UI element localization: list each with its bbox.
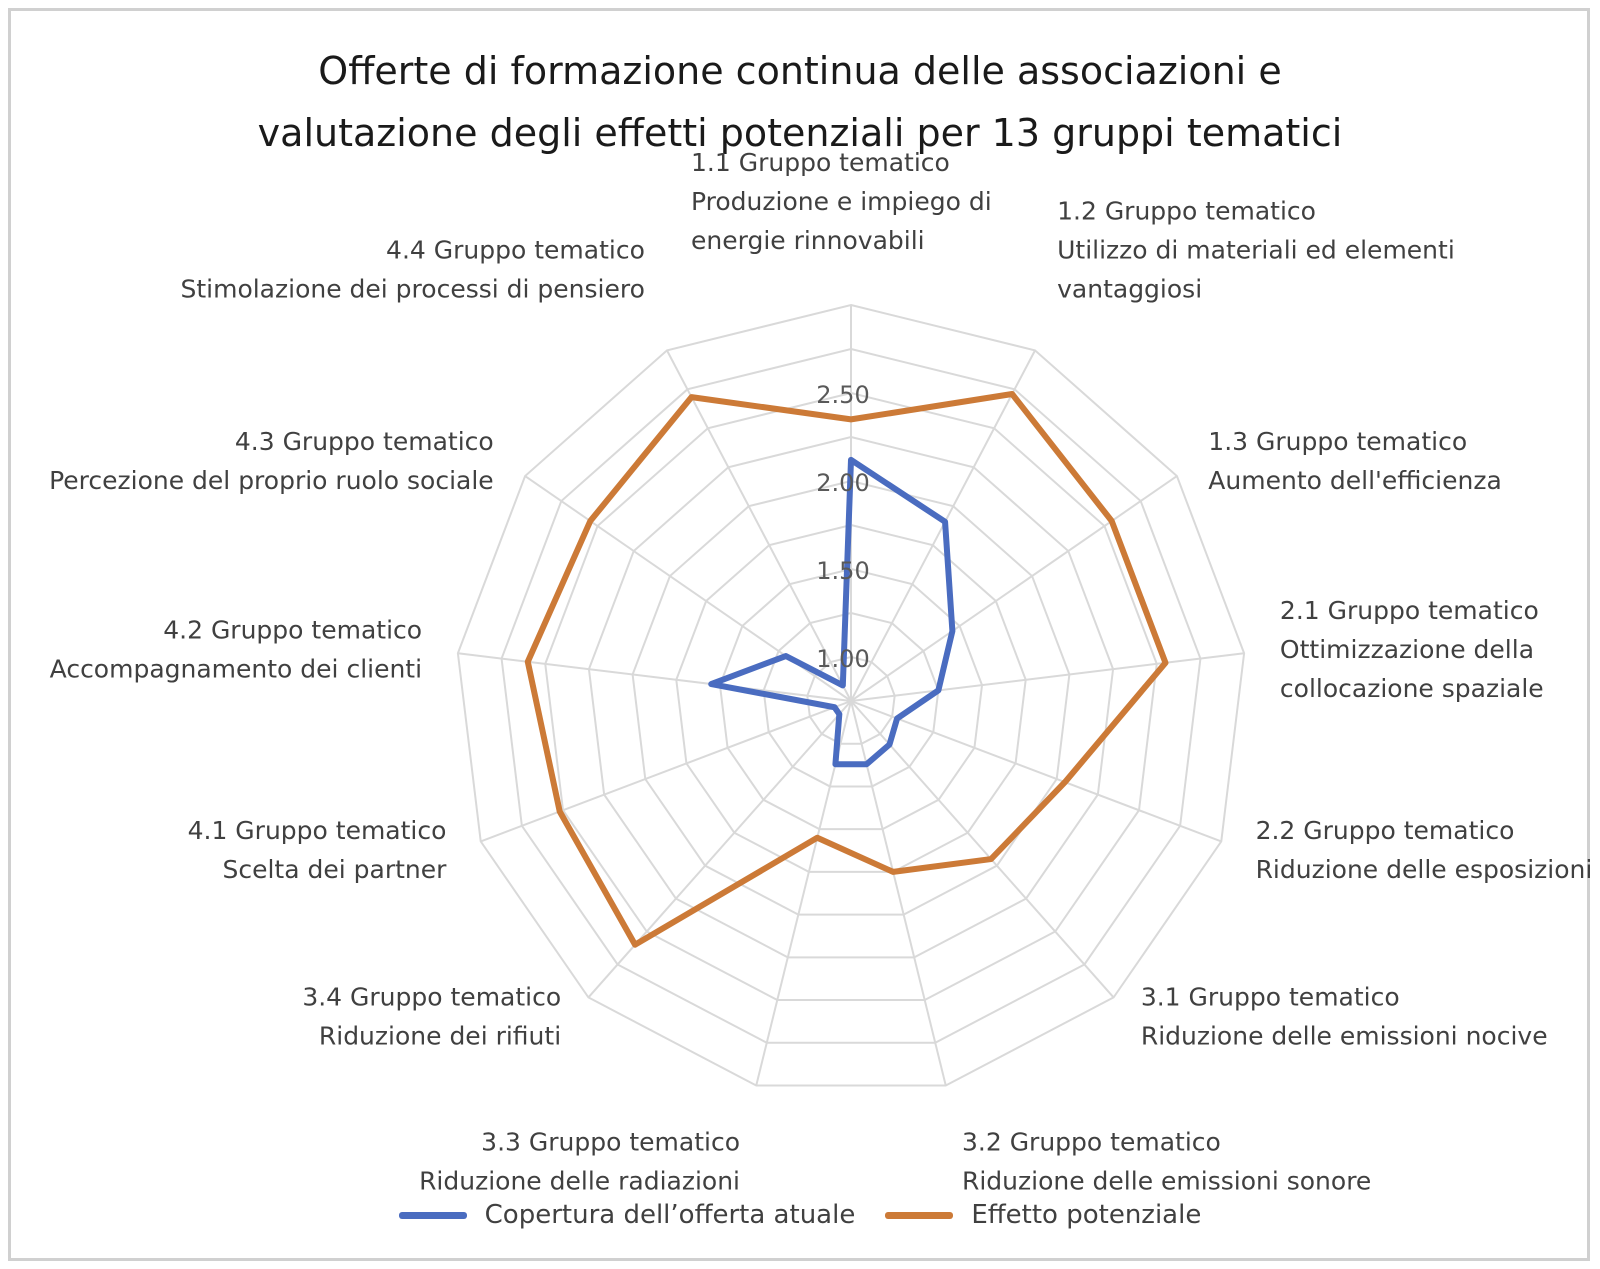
legend-swatch-coverage <box>398 1211 467 1219</box>
grid-ring-2 <box>718 567 984 831</box>
legend: Copertura dell’offerta atuale Effetto po… <box>0 1200 1600 1230</box>
category-label-line: 2.1 Gruppo tematico <box>1280 596 1539 625</box>
chart-frame <box>8 8 1590 1261</box>
category-label-line: Stimolazione dei processi di pensiero <box>180 274 644 303</box>
category-label-1: 1.2 Gruppo tematico Utilizzo di materiali… <box>1057 196 1455 303</box>
category-label-line: 2.2 Gruppo tematico <box>1256 816 1515 845</box>
category-label-line: Riduzione delle radiazioni <box>419 1167 740 1196</box>
spoke-4 <box>850 700 1222 843</box>
tick-label-0: 1.00 <box>816 645 869 673</box>
category-label-0: 1.1 Gruppo tematico Produzione e impiego … <box>691 148 992 255</box>
category-label-2: 1.3 Gruppo tematico Aumento dell'efficien… <box>1208 427 1502 495</box>
legend-item-potential[interactable]: Effetto potenziale <box>885 1200 1201 1230</box>
category-label-line: Aumento dell'efficienza <box>1208 466 1502 495</box>
chart-title-line-2: valutazione degli effetti potenziali per… <box>257 111 1343 155</box>
category-label-line: Utilizzo di materiali ed elementi <box>1057 235 1455 264</box>
category-label-line: Produzione e impiego di <box>691 187 992 216</box>
category-label-line: Percezione del proprio ruolo sociale <box>49 466 494 495</box>
category-label-line: 4.1 Gruppo tematico <box>188 816 447 845</box>
tick-label-1: 1.50 <box>816 557 869 585</box>
category-label-11: 4.3 Gruppo tematico Percezione del propri… <box>49 427 494 495</box>
category-label-line: 4.3 Gruppo tematico <box>235 427 494 456</box>
category-label-line: Riduzione dei rifiuti <box>319 1021 561 1050</box>
spoke-12 <box>666 349 852 702</box>
category-label-line: energie rinnovabili <box>691 226 925 255</box>
category-label-line: 4.2 Gruppo tematico <box>163 616 422 645</box>
category-label-line: collocazione spaziale <box>1280 674 1544 703</box>
category-label-5: 3.1 Gruppo tematico Riduzione delle emiss… <box>1141 982 1548 1050</box>
series-line-potential <box>524 390 1169 948</box>
category-label-line: 1.3 Gruppo tematico <box>1208 427 1467 456</box>
grid-ring-0 <box>806 655 896 745</box>
category-label-line: 1.1 Gruppo tematico <box>691 148 950 177</box>
tick-label-3: 2.50 <box>816 381 869 409</box>
legend-item-coverage[interactable]: Copertura dell’offerta atuale <box>398 1200 856 1230</box>
category-label-line: Riduzione delle esposizioni <box>1256 855 1593 884</box>
category-label-10: 4.2 Gruppo tematico Accompagnamento dei c… <box>50 616 422 684</box>
spoke-5 <box>850 700 1115 999</box>
category-label-9: 4.1 Gruppo tematico Scelta dei partner <box>188 816 448 884</box>
spoke-9 <box>480 700 852 843</box>
grid-ring-7 <box>500 347 1202 1044</box>
spoke-10 <box>457 652 852 702</box>
grid-ring-5 <box>587 435 1115 959</box>
spoke-3 <box>850 652 1245 702</box>
category-label-6: 3.2 Gruppo tematico Riduzione delle emiss… <box>962 1128 1371 1196</box>
legend-swatch-potential <box>885 1211 954 1219</box>
spoke-6 <box>850 700 947 1086</box>
legend-label-potential: Effetto potenziale <box>971 1200 1202 1230</box>
category-label-line: vantaggiosi <box>1057 274 1202 303</box>
category-label-line: Ottimizzazione della <box>1280 635 1534 664</box>
grid-ring-4 <box>631 479 1071 916</box>
category-label-line: Riduzione delle emissioni sonore <box>962 1167 1371 1196</box>
spoke-8 <box>587 700 852 999</box>
grid-ring-8 <box>456 303 1246 1087</box>
grid-ring-6 <box>544 391 1158 1002</box>
legend-label-coverage: Copertura dell’offerta atuale <box>484 1200 856 1230</box>
category-label-line: Accompagnamento dei clienti <box>50 655 422 684</box>
grid-ring-3 <box>675 523 1027 873</box>
category-label-line: 3.3 Gruppo tematico <box>481 1128 740 1157</box>
category-label-line: 3.2 Gruppo tematico <box>962 1128 1221 1157</box>
category-label-line: 3.1 Gruppo tematico <box>1141 982 1400 1011</box>
category-label-4: 2.2 Gruppo tematico Riduzione delle espos… <box>1256 816 1593 884</box>
category-label-line: 3.4 Gruppo tematico <box>302 982 561 1011</box>
category-label-line: 4.4 Gruppo tematico <box>386 235 645 264</box>
category-label-line: Scelta dei partner <box>222 855 447 884</box>
spoke-2 <box>850 475 1178 702</box>
tick-label-2: 2.00 <box>816 469 869 497</box>
category-label-8: 3.4 Gruppo tematico Riduzione dei rifiuti <box>302 982 561 1050</box>
category-label-7: 3.3 Gruppo tematico Riduzione delle radia… <box>419 1128 740 1196</box>
chart-title: Offerte di formazione continua delle ass… <box>0 40 1600 164</box>
category-label-12: 4.4 Gruppo tematico Stimolazione dei proc… <box>180 235 644 303</box>
series-line-coverage <box>708 456 956 768</box>
category-label-3: 2.1 Gruppo tematico Ottimizzazione della c… <box>1280 596 1544 703</box>
category-label-line: 1.2 Gruppo tematico <box>1057 196 1316 225</box>
chart-title-line-1: Offerte di formazione continua delle ass… <box>318 49 1282 93</box>
category-label-line: Riduzione delle emissioni nocive <box>1141 1021 1548 1050</box>
